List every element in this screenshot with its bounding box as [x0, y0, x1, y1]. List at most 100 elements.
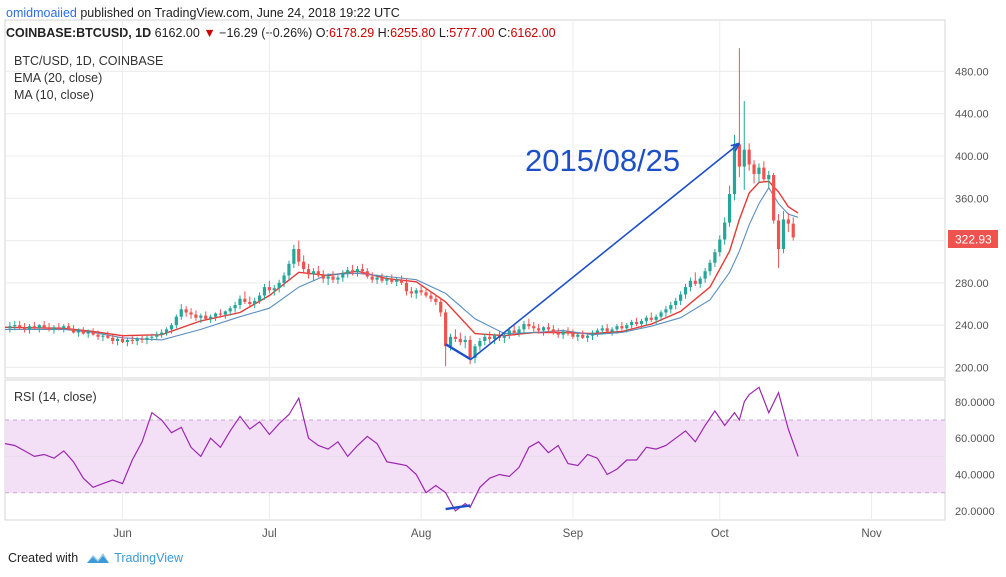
ma-line	[5, 186, 799, 341]
candle-body	[8, 326, 12, 329]
candle-body	[586, 335, 590, 338]
candle-body	[786, 219, 790, 224]
annotation-text: 2015/08/25	[525, 143, 680, 178]
candle-body	[302, 261, 306, 270]
candle-body	[111, 337, 115, 341]
candle-body	[693, 280, 697, 284]
candle-body	[174, 316, 178, 326]
rsi-tick-label: 80.0000	[955, 397, 995, 409]
candle-body	[13, 325, 17, 327]
candle-body	[184, 309, 188, 313]
trend-arrow-line	[469, 142, 740, 361]
price-tick-label: 480.00	[955, 66, 989, 78]
candle-body	[370, 276, 374, 280]
candle-body	[576, 334, 580, 337]
last-price-tag-text: 322.93	[955, 233, 992, 247]
price-tick-label: 400.00	[955, 151, 989, 163]
candle-body	[713, 252, 717, 263]
candle-body	[355, 269, 360, 273]
candle-body	[125, 339, 129, 343]
candle-body	[791, 223, 795, 238]
candle-body	[463, 339, 467, 343]
candle-body	[243, 298, 247, 302]
candle-body	[233, 305, 237, 309]
candle-body	[32, 326, 36, 329]
candle-body	[688, 280, 693, 288]
candle-body	[478, 341, 482, 347]
candle-body	[444, 312, 448, 347]
close-value: 6162.00	[510, 26, 556, 40]
candle-body	[27, 326, 32, 330]
candle-body	[679, 294, 683, 301]
candle-body	[571, 333, 575, 337]
price-tick-label: 240.00	[955, 320, 989, 332]
candle-body	[772, 175, 776, 221]
candle-body	[419, 290, 423, 293]
price-change: −16.29 (−0.26%)	[219, 26, 313, 40]
candle-body	[331, 276, 335, 280]
candle-body	[380, 277, 384, 281]
candle-body	[404, 282, 409, 292]
candle-body	[106, 335, 110, 338]
candle-body	[448, 336, 453, 347]
candle-body	[179, 309, 183, 317]
candle-body	[659, 312, 663, 317]
author-link[interactable]: omidmoaiied	[6, 6, 77, 20]
candle-body	[561, 331, 565, 335]
candle-body	[199, 315, 203, 318]
candle-body	[297, 249, 301, 262]
candle-body	[287, 263, 291, 276]
candle-body	[351, 270, 355, 273]
candle-body	[625, 325, 629, 329]
candle-body	[37, 325, 41, 329]
tradingview-link[interactable]: TradingView	[114, 551, 183, 565]
tradingview-logo-icon	[87, 553, 110, 563]
candle-body	[610, 329, 614, 332]
candle-body	[620, 326, 624, 329]
candle-body	[723, 222, 727, 240]
candle-body	[395, 279, 399, 282]
candle-body	[439, 301, 443, 313]
price-tick-label: 360.00	[955, 193, 989, 205]
candle-body	[145, 337, 149, 340]
candle-body	[762, 167, 766, 180]
candle-body	[649, 317, 653, 320]
candle-body	[488, 336, 492, 339]
rsi-divergence-line	[445, 504, 471, 511]
candle-body	[434, 298, 438, 302]
candle-body	[22, 327, 27, 330]
candle-body	[81, 330, 85, 334]
candle-body	[502, 334, 506, 338]
candle-body	[140, 338, 144, 340]
candle-body	[223, 311, 227, 315]
price-tick-label: 440.00	[955, 109, 989, 121]
candle-body	[551, 329, 555, 333]
x-tick-label: Jul	[262, 528, 277, 540]
candle-body	[116, 338, 120, 341]
price-divergence-line	[445, 343, 471, 360]
candle-body	[390, 278, 394, 282]
candle-body	[257, 295, 262, 301]
legend-ma: MA (10, close)	[14, 88, 94, 102]
candle-body	[336, 277, 340, 280]
candle-body	[409, 291, 413, 294]
rsi-tick-label: 20.0000	[955, 506, 995, 518]
candle-body	[76, 330, 81, 333]
open-value: 6178.29	[328, 26, 375, 40]
candle-body	[42, 325, 46, 328]
candle-body	[272, 288, 276, 291]
candle-body	[267, 287, 271, 291]
price-tick-label: 200.00	[955, 362, 989, 374]
candle-body	[160, 332, 164, 335]
x-tick-label: Sep	[563, 528, 583, 540]
candle-body	[703, 271, 707, 279]
candle-body	[91, 331, 95, 335]
candle-body	[600, 328, 604, 331]
high-label: H:	[377, 26, 391, 40]
x-tick-label: Oct	[711, 528, 730, 540]
candle-body	[18, 325, 22, 328]
candle-body	[52, 327, 56, 330]
candle-body	[458, 338, 462, 343]
publish-line: omidmoaiied published on TradingView.com…	[6, 3, 556, 23]
